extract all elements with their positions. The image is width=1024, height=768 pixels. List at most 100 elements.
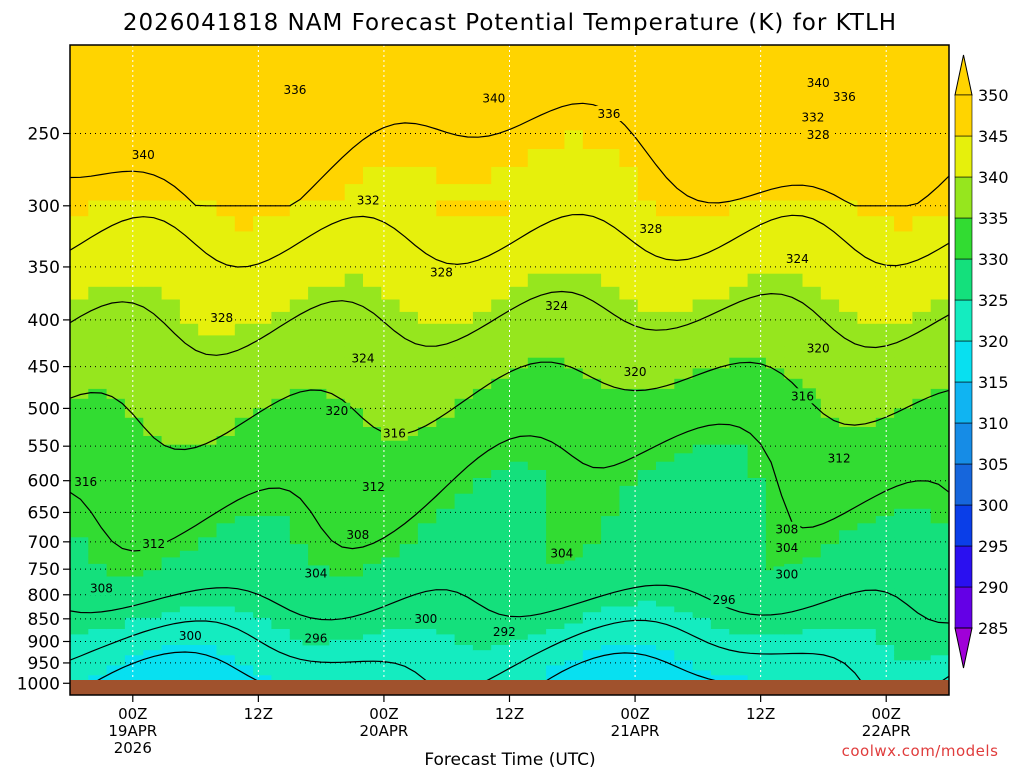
shade-cell — [106, 634, 126, 641]
shade-cell — [656, 485, 675, 495]
shade-cell — [894, 378, 913, 390]
shade-cell — [710, 675, 730, 681]
shade-cell — [106, 665, 126, 671]
shade-cell — [509, 149, 529, 168]
shade-cell — [857, 470, 877, 479]
contour-label-text: 324 — [545, 299, 568, 313]
shade-cell — [564, 323, 584, 336]
shade-cell — [417, 335, 437, 348]
contour-label-bg — [548, 545, 576, 561]
shade-cell — [198, 493, 218, 502]
shade-cell — [216, 478, 236, 487]
shade-cell — [454, 444, 474, 454]
shade-cell — [289, 612, 309, 619]
shade-cell — [765, 478, 785, 487]
shade-cell — [179, 485, 199, 495]
shade-cell — [106, 436, 126, 446]
shade-cell — [637, 149, 657, 168]
shade-cell — [894, 299, 913, 313]
shade-cell — [546, 184, 565, 202]
shade-cell — [454, 388, 474, 400]
shade-cell — [234, 273, 254, 288]
shade-cell — [106, 655, 126, 661]
shade-cell — [729, 311, 749, 325]
shade-cell — [399, 550, 419, 558]
shade-cell — [326, 623, 346, 630]
shade-cell — [216, 444, 236, 454]
shade-cell — [381, 493, 401, 502]
shade-cell — [289, 273, 309, 288]
shade-cell — [179, 149, 199, 168]
shade-cell — [216, 273, 236, 288]
shade-cell — [143, 594, 163, 602]
shade-cell — [857, 670, 877, 676]
shade-cell — [527, 582, 547, 590]
shade-cell — [326, 570, 346, 578]
shade-cell — [381, 544, 401, 552]
shade-cell — [637, 417, 657, 428]
shade-cell — [88, 378, 108, 390]
shade-cell — [326, 184, 346, 202]
shade-cell — [820, 675, 840, 681]
shade-cell — [564, 130, 584, 150]
shade-cell — [344, 110, 364, 131]
shade-cell — [912, 346, 932, 359]
shade-cell — [179, 493, 199, 502]
shade-cell — [729, 537, 749, 545]
shade-cell — [271, 563, 291, 571]
shade-cell — [674, 166, 694, 185]
shade-cell — [674, 368, 694, 380]
shade-cell — [399, 346, 419, 359]
shade-cell — [491, 645, 511, 651]
shade-cell — [271, 582, 291, 590]
shade-cell — [344, 588, 364, 596]
shade-cell — [729, 378, 749, 390]
shade-cell — [308, 588, 327, 596]
shade-cell — [253, 45, 272, 69]
shade-cell — [399, 594, 419, 602]
shade-cell — [857, 623, 877, 630]
shade-cell — [344, 311, 364, 325]
shade-cell — [912, 299, 932, 313]
shade-cell — [106, 470, 126, 479]
shade-cell — [912, 286, 932, 301]
shade-cell — [271, 299, 291, 313]
shade-cell — [820, 408, 840, 419]
shade-cell — [527, 346, 547, 359]
shade-cell — [436, 68, 456, 91]
shade-cell — [381, 323, 401, 336]
shade-cell — [619, 582, 639, 590]
shade-cell — [179, 516, 199, 524]
shade-cell — [857, 444, 877, 454]
shade-cell — [161, 594, 181, 602]
shade-cell — [381, 417, 401, 428]
shade-cell — [564, 523, 584, 531]
shade-cell — [875, 273, 895, 288]
shade-cell — [784, 557, 804, 565]
shade-cell — [692, 629, 712, 635]
shade-cell — [674, 557, 694, 565]
shade-cell — [234, 346, 254, 359]
shade-cell — [802, 660, 822, 666]
shade-cell — [802, 675, 822, 681]
shade-cell — [344, 516, 364, 524]
shade-cell — [930, 570, 949, 578]
shade-cell — [308, 544, 327, 552]
credit-text[interactable]: coolwx.com/models — [842, 742, 999, 760]
shade-cell — [710, 427, 730, 437]
shade-cell — [692, 311, 712, 325]
shade-cell — [234, 665, 254, 671]
shade-cell — [637, 516, 657, 524]
shade-cell — [106, 323, 126, 336]
shade-cell — [70, 216, 89, 232]
shade-cell — [472, 665, 492, 671]
plot-area: 3363403363403363323283403323283283243243… — [70, 45, 949, 695]
shade-cell — [271, 606, 291, 613]
shade-cell — [491, 311, 511, 325]
shade-cell — [601, 417, 620, 428]
shade-cell — [619, 623, 639, 630]
shade-cell — [124, 530, 144, 538]
shade-cell — [454, 485, 474, 495]
shade-cell — [930, 544, 949, 552]
shade-cell — [527, 623, 547, 630]
